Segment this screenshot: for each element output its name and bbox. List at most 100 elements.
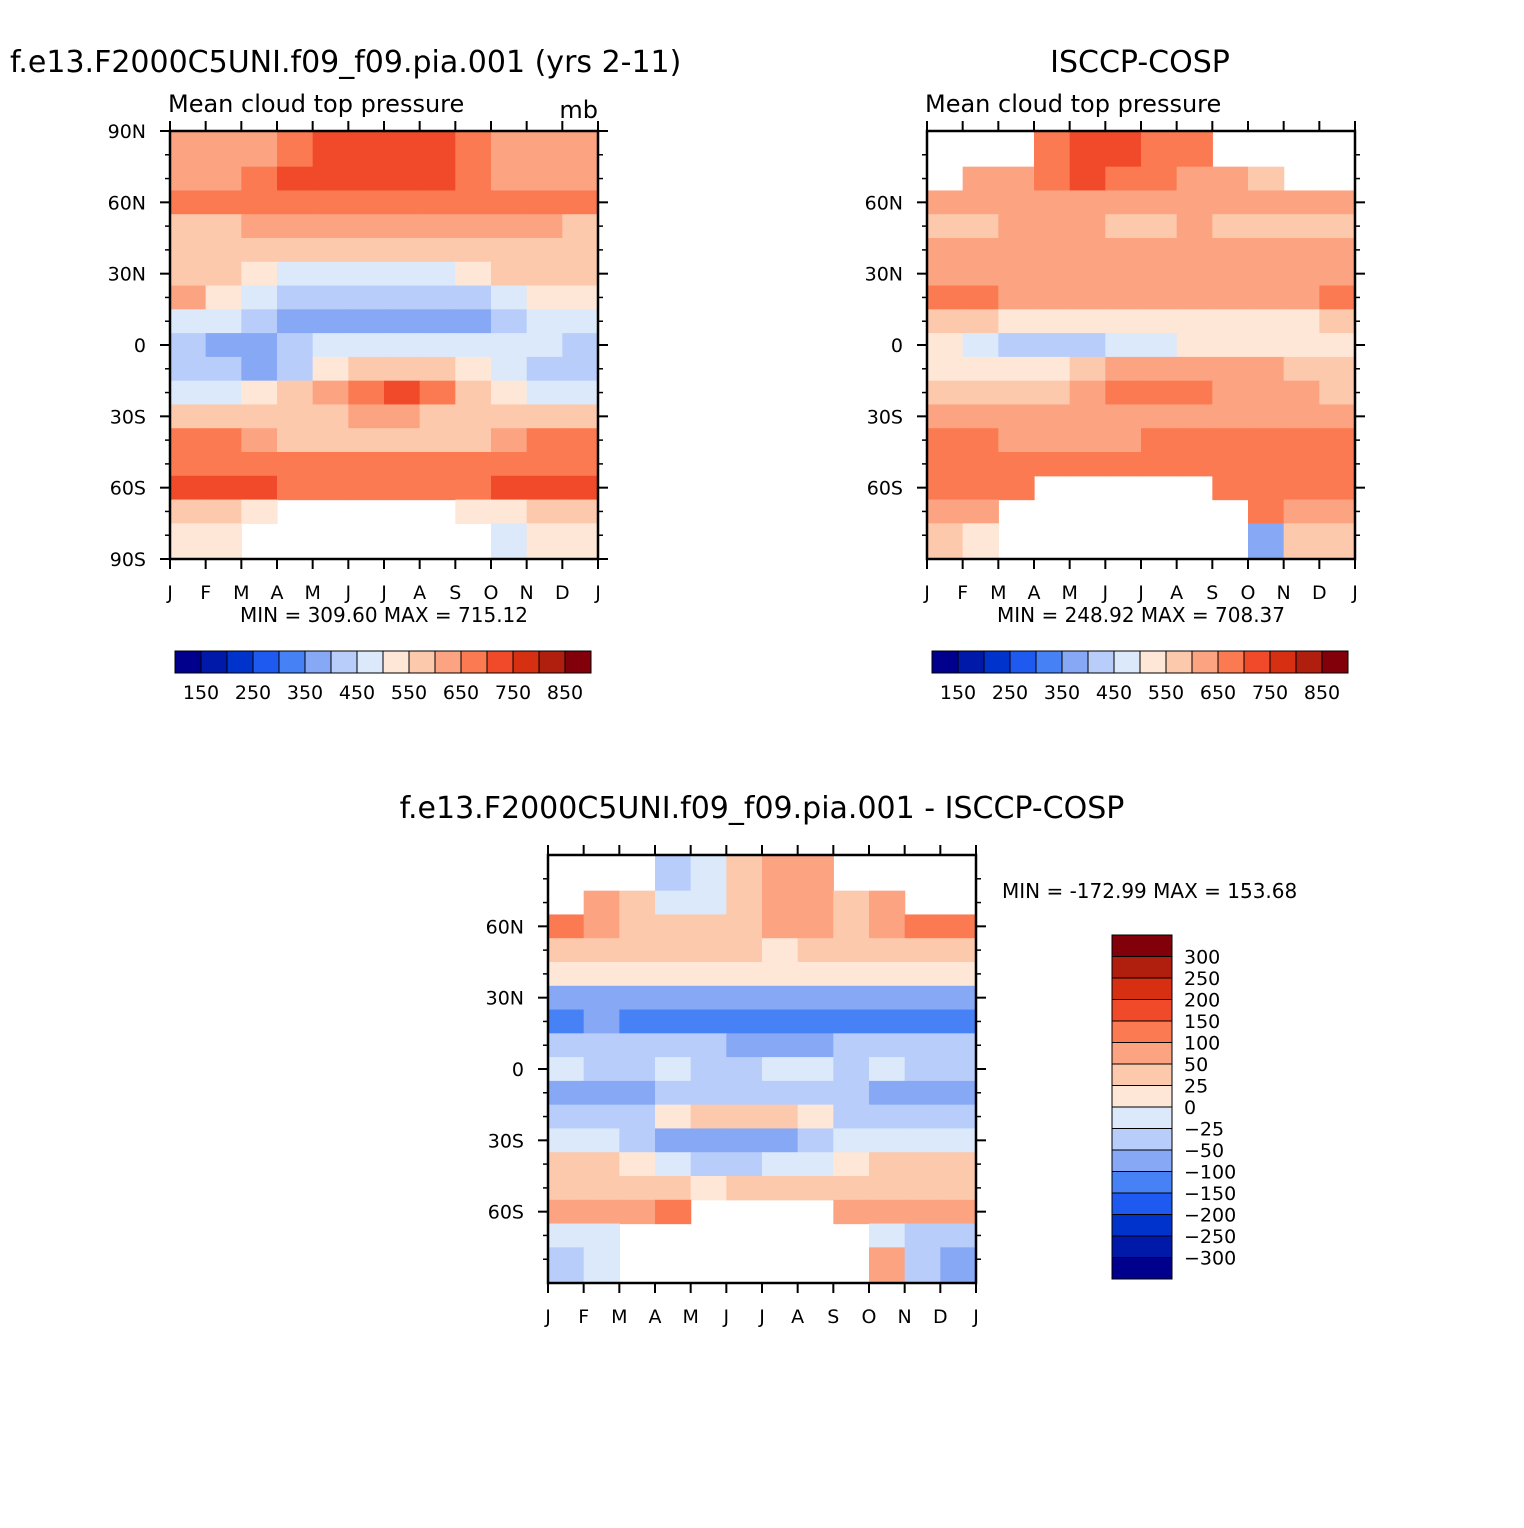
- heatmap-cell: [619, 938, 656, 963]
- heatmap-cell: [998, 428, 1035, 453]
- heatmap-cell: [583, 1128, 620, 1153]
- heatmap-cell: [1141, 428, 1178, 453]
- heatmap-cell: [833, 1199, 870, 1225]
- heatmap-cell: [562, 356, 598, 382]
- heatmap-cell: [491, 238, 528, 263]
- heatmap-cell: [384, 166, 421, 192]
- panel-model-min-max: MIN = 309.60 MAX = 715.12: [240, 603, 528, 627]
- heatmap-cell: [526, 499, 563, 524]
- heatmap-cell: [526, 523, 563, 559]
- x-tick-label: A: [649, 1306, 662, 1328]
- heatmap-cell: [170, 428, 207, 453]
- heatmap-cell: [1176, 333, 1213, 358]
- heatmap-cell: [455, 261, 492, 287]
- heatmap-cell: [833, 1128, 870, 1153]
- heatmap-cell: [1176, 238, 1213, 263]
- heatmap-cell: [562, 166, 598, 192]
- heatmap-cell: [927, 475, 964, 501]
- heatmap-cell: [1141, 285, 1178, 310]
- panel-model-subtitle: Mean cloud top pressure: [168, 90, 464, 118]
- heatmap-cell: [241, 380, 278, 406]
- heatmap-cell: [904, 938, 941, 963]
- heatmap-cell: [833, 1104, 870, 1130]
- heatmap-cell: [619, 1176, 656, 1201]
- heatmap-cell: [962, 523, 999, 559]
- heatmap-cell: [241, 131, 278, 168]
- heatmap-cell: [241, 499, 278, 524]
- heatmap-cell: [1034, 309, 1071, 334]
- colorbar-swatch: [1191, 650, 1219, 674]
- heatmap-cell: [940, 962, 976, 987]
- heatmap-cell: [655, 938, 692, 963]
- colorbar-swatch: [1321, 650, 1349, 674]
- heatmap-cell: [1248, 523, 1285, 559]
- heatmap-cell: [1176, 356, 1213, 382]
- heatmap-cell: [833, 890, 870, 916]
- heatmap-cell: [869, 1247, 906, 1283]
- heatmap-cell: [526, 261, 563, 287]
- colorbar-swatch: [174, 650, 202, 674]
- x-tick-label: S: [1206, 582, 1218, 604]
- heatmap-cell: [1176, 309, 1213, 334]
- heatmap-cell: [1319, 238, 1355, 263]
- heatmap-cell: [348, 309, 385, 334]
- heatmap-cell: [1034, 380, 1071, 406]
- heatmap-cell: [762, 938, 799, 963]
- heatmap-cell: [419, 475, 456, 501]
- heatmap-cell: [690, 1009, 727, 1034]
- heatmap-cell: [869, 1199, 906, 1225]
- heatmap-cell: [241, 190, 278, 215]
- y-tick-label: 60N: [865, 192, 903, 214]
- heatmap-cell: [1105, 452, 1142, 477]
- heatmap-cell: [583, 1199, 620, 1225]
- heatmap-cell: [1105, 356, 1142, 382]
- heatmap-cell: [690, 1128, 727, 1153]
- heatmap-cell: [726, 890, 763, 916]
- heatmap-cell: [384, 356, 421, 382]
- heatmap-cell: [655, 1199, 692, 1225]
- heatmap-cell: [241, 309, 278, 334]
- heatmap-cell: [1069, 238, 1106, 263]
- heatmap-cell: [491, 452, 528, 477]
- heatmap-cell: [277, 166, 314, 192]
- colorbar-swatch: [1111, 1042, 1173, 1065]
- heatmap-cell: [384, 333, 421, 358]
- heatmap-cell: [619, 1057, 656, 1082]
- x-tick-label: J: [166, 582, 173, 604]
- heatmap-cell: [583, 1033, 620, 1058]
- x-tick-label: S: [827, 1306, 839, 1328]
- heatmap-cell: [583, 1080, 620, 1106]
- heatmap-cell: [170, 285, 207, 310]
- heatmap-cell: [583, 890, 620, 916]
- heatmap-cell: [205, 523, 242, 559]
- heatmap-cell: [690, 1033, 727, 1058]
- y-tick-label: 60N: [108, 192, 146, 214]
- colorbar-swatch: [1111, 1235, 1173, 1258]
- heatmap-cell: [869, 1176, 906, 1201]
- heatmap-cell: [1176, 428, 1213, 453]
- heatmap-cell: [1034, 131, 1071, 168]
- heatmap-cell: [526, 309, 563, 334]
- heatmap-cell: [869, 890, 906, 916]
- heatmap-cell: [726, 1104, 763, 1130]
- heatmap-cell: [455, 499, 492, 524]
- heatmap-cell: [1248, 166, 1285, 192]
- x-tick-label: M: [233, 582, 249, 604]
- heatmap-cell: [384, 380, 421, 406]
- heatmap-cell: [726, 1009, 763, 1034]
- heatmap-cell: [962, 309, 999, 334]
- heatmap-cell: [833, 938, 870, 963]
- colorbar-swatch: [226, 650, 254, 674]
- heatmap-cells: [548, 855, 976, 1283]
- heatmap-cell: [583, 914, 620, 939]
- heatmap-cell: [526, 452, 563, 477]
- x-tick-label: J: [544, 1306, 551, 1328]
- heatmap-cell: [1283, 452, 1320, 477]
- x-tick-label: J: [594, 582, 601, 604]
- colorbar-label: 850: [547, 682, 583, 704]
- heatmap-cell: [927, 214, 964, 239]
- heatmap-cell: [526, 238, 563, 263]
- heatmap-cell: [1105, 131, 1142, 168]
- heatmap-cell: [762, 1057, 799, 1082]
- heatmap-cell: [419, 285, 456, 310]
